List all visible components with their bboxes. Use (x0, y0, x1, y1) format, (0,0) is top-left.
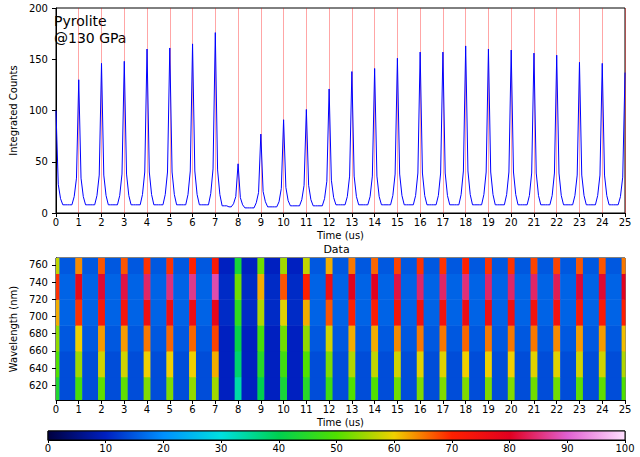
svg-text:Wavelength (nm): Wavelength (nm) (8, 286, 19, 372)
svg-text:20: 20 (505, 217, 518, 228)
svg-text:22: 22 (550, 217, 563, 228)
svg-text:16: 16 (414, 404, 427, 415)
svg-text:25: 25 (619, 217, 632, 228)
svg-text:620: 620 (29, 380, 48, 391)
svg-text:@130 GPa: @130 GPa (54, 30, 126, 46)
svg-text:Time (us): Time (us) (316, 417, 364, 428)
svg-text:11: 11 (300, 404, 313, 415)
svg-text:19: 19 (482, 217, 495, 228)
svg-text:90: 90 (561, 443, 574, 454)
svg-text:22: 22 (550, 404, 563, 415)
svg-text:4: 4 (144, 217, 150, 228)
svg-text:16: 16 (414, 217, 427, 228)
svg-text:100: 100 (29, 105, 48, 116)
svg-text:50: 50 (330, 443, 343, 454)
svg-text:150: 150 (29, 54, 48, 65)
svg-text:700: 700 (29, 311, 48, 322)
svg-text:640: 640 (29, 363, 48, 374)
svg-text:80: 80 (503, 443, 516, 454)
svg-text:100: 100 (615, 443, 634, 454)
svg-text:13: 13 (346, 404, 359, 415)
svg-text:680: 680 (29, 328, 48, 339)
svg-text:7: 7 (212, 404, 218, 415)
svg-text:Time (us): Time (us) (316, 230, 364, 241)
svg-text:13: 13 (346, 217, 359, 228)
svg-text:14: 14 (368, 217, 381, 228)
svg-text:15: 15 (391, 404, 404, 415)
svg-text:14: 14 (368, 404, 381, 415)
svg-text:9: 9 (258, 217, 264, 228)
svg-text:0: 0 (53, 217, 59, 228)
svg-text:21: 21 (528, 404, 541, 415)
svg-text:4: 4 (144, 404, 150, 415)
svg-text:8: 8 (235, 217, 241, 228)
svg-text:2: 2 (98, 217, 104, 228)
svg-text:5: 5 (167, 217, 173, 228)
svg-text:60: 60 (388, 443, 401, 454)
svg-text:5: 5 (167, 404, 173, 415)
svg-text:23: 23 (573, 217, 586, 228)
svg-text:Data: Data (323, 243, 349, 256)
svg-text:20: 20 (505, 404, 518, 415)
svg-text:18: 18 (459, 217, 472, 228)
svg-text:9: 9 (258, 404, 264, 415)
svg-text:10: 10 (277, 404, 290, 415)
svg-text:23: 23 (573, 404, 586, 415)
svg-text:30: 30 (215, 443, 228, 454)
svg-text:40: 40 (272, 443, 285, 454)
svg-text:17: 17 (437, 404, 450, 415)
svg-text:50: 50 (35, 156, 48, 167)
svg-text:25: 25 (619, 404, 632, 415)
svg-text:12: 12 (323, 217, 336, 228)
svg-text:70: 70 (446, 443, 459, 454)
svg-text:6: 6 (189, 404, 195, 415)
svg-text:3: 3 (121, 404, 127, 415)
svg-text:0: 0 (53, 404, 59, 415)
svg-text:10: 10 (99, 443, 112, 454)
svg-text:20: 20 (157, 443, 170, 454)
svg-text:18: 18 (459, 404, 472, 415)
svg-text:0: 0 (42, 208, 48, 219)
svg-text:15: 15 (391, 217, 404, 228)
svg-text:10: 10 (277, 217, 290, 228)
svg-text:1: 1 (76, 217, 82, 228)
svg-text:17: 17 (437, 217, 450, 228)
svg-text:24: 24 (596, 217, 609, 228)
svg-text:Pyrolite: Pyrolite (54, 13, 107, 29)
svg-text:Integrated Counts: Integrated Counts (8, 65, 19, 155)
svg-text:3: 3 (121, 217, 127, 228)
svg-text:7: 7 (212, 217, 218, 228)
svg-text:8: 8 (235, 404, 241, 415)
svg-text:24: 24 (596, 404, 609, 415)
svg-text:1: 1 (76, 404, 82, 415)
svg-text:760: 760 (29, 259, 48, 270)
svg-text:740: 740 (29, 277, 48, 288)
svg-text:0: 0 (45, 443, 51, 454)
svg-text:12: 12 (323, 404, 336, 415)
svg-text:200: 200 (29, 3, 48, 14)
svg-text:11: 11 (300, 217, 313, 228)
svg-text:21: 21 (528, 217, 541, 228)
svg-text:6: 6 (189, 217, 195, 228)
svg-text:660: 660 (29, 345, 48, 356)
svg-text:19: 19 (482, 404, 495, 415)
svg-text:2: 2 (98, 404, 104, 415)
svg-text:720: 720 (29, 294, 48, 305)
